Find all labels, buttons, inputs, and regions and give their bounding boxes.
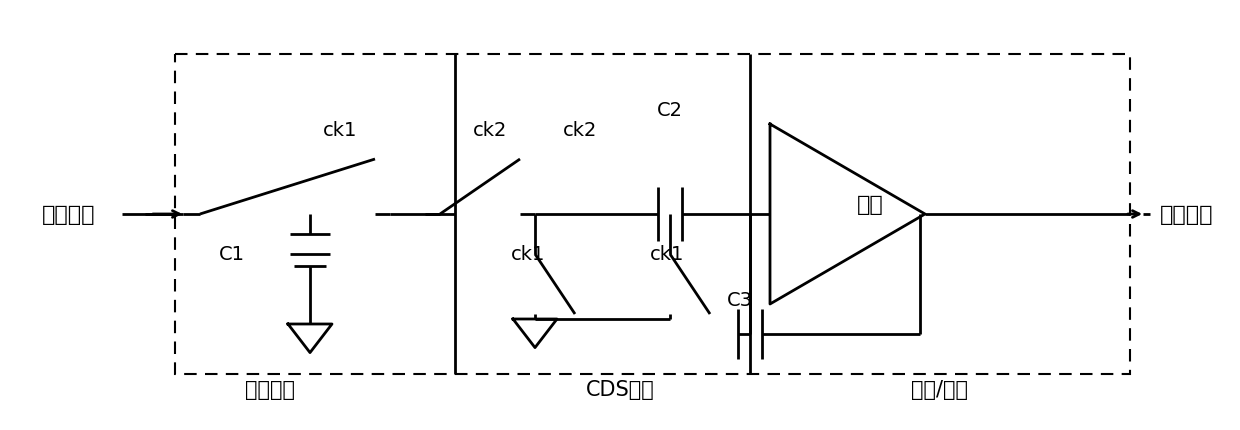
Text: ck2: ck2 (472, 121, 507, 140)
Bar (175, 55, 1130, 374)
Text: 信号输入: 信号输入 (42, 205, 95, 224)
Text: C2: C2 (657, 101, 683, 120)
Text: C3: C3 (727, 290, 753, 309)
Text: ck1: ck1 (650, 245, 684, 264)
Text: 信号输出: 信号输出 (1159, 205, 1214, 224)
Text: C1: C1 (219, 245, 246, 264)
Text: 放大: 放大 (857, 194, 883, 215)
Text: 放大/积分: 放大/积分 (911, 379, 968, 399)
Text: CDS电路: CDS电路 (585, 379, 655, 399)
Text: ck2: ck2 (563, 121, 598, 140)
Text: 采样电路: 采样电路 (246, 379, 295, 399)
Text: ck1: ck1 (322, 121, 357, 140)
Text: ck1: ck1 (511, 245, 546, 264)
